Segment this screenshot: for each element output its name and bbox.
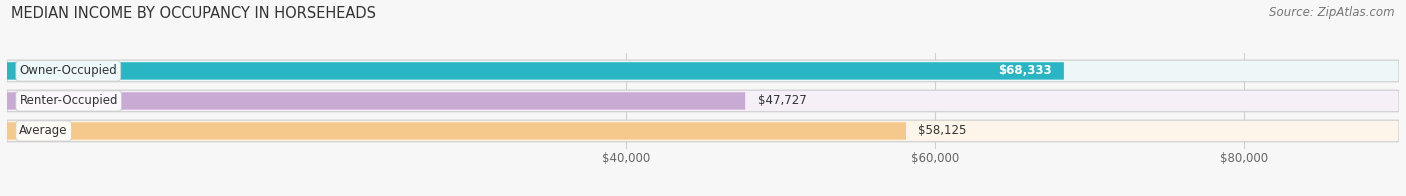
Text: Renter-Occupied: Renter-Occupied (20, 94, 118, 107)
Text: Average: Average (20, 124, 67, 137)
Text: $58,125: $58,125 (918, 124, 967, 137)
FancyBboxPatch shape (7, 60, 1399, 82)
Text: Source: ZipAtlas.com: Source: ZipAtlas.com (1270, 6, 1395, 19)
FancyBboxPatch shape (7, 62, 1064, 80)
Text: MEDIAN INCOME BY OCCUPANCY IN HORSEHEADS: MEDIAN INCOME BY OCCUPANCY IN HORSEHEADS (11, 6, 377, 21)
Text: Owner-Occupied: Owner-Occupied (20, 64, 117, 77)
Text: $68,333: $68,333 (998, 64, 1052, 77)
FancyBboxPatch shape (7, 122, 905, 140)
FancyBboxPatch shape (7, 120, 1399, 142)
FancyBboxPatch shape (7, 90, 1399, 112)
FancyBboxPatch shape (7, 92, 745, 110)
Text: $47,727: $47,727 (758, 94, 806, 107)
